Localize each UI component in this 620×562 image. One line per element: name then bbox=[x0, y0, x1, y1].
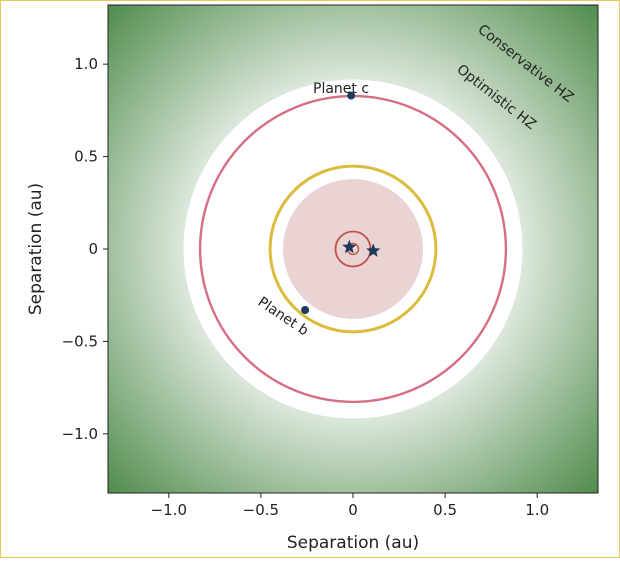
y-tick-label: 0 bbox=[88, 240, 98, 258]
x-tick-label: 1.0 bbox=[525, 501, 549, 519]
x-tick-label: 0 bbox=[348, 501, 358, 519]
planet-b-marker bbox=[301, 306, 310, 314]
inner-pink-disk bbox=[283, 179, 423, 319]
planet-c-label: Planet c bbox=[313, 81, 369, 97]
star-marker-2 bbox=[366, 243, 381, 257]
x-axis-label: Separation (au) bbox=[287, 533, 419, 553]
y-tick-label: −1.0 bbox=[62, 425, 98, 443]
orbit-planet-b bbox=[268, 164, 438, 334]
star-marker-1 bbox=[342, 239, 357, 254]
x-tick-label: 0.5 bbox=[433, 501, 457, 519]
x-tick-label: −0.5 bbox=[243, 501, 279, 519]
x-tick-label: −1.0 bbox=[151, 501, 187, 519]
y-tick-label: 0.5 bbox=[74, 148, 98, 166]
x-axis-ticks: −1.0 −0.5 0 0.5 1.0 bbox=[151, 493, 549, 519]
y-tick-label: −0.5 bbox=[62, 332, 98, 350]
y-axis-label: Separation (au) bbox=[26, 183, 46, 315]
y-axis-ticks: −1.0 −0.5 0 0.5 1.0 bbox=[62, 55, 108, 443]
planet-c-marker bbox=[347, 91, 356, 100]
y-tick-label: 1.0 bbox=[74, 55, 98, 73]
